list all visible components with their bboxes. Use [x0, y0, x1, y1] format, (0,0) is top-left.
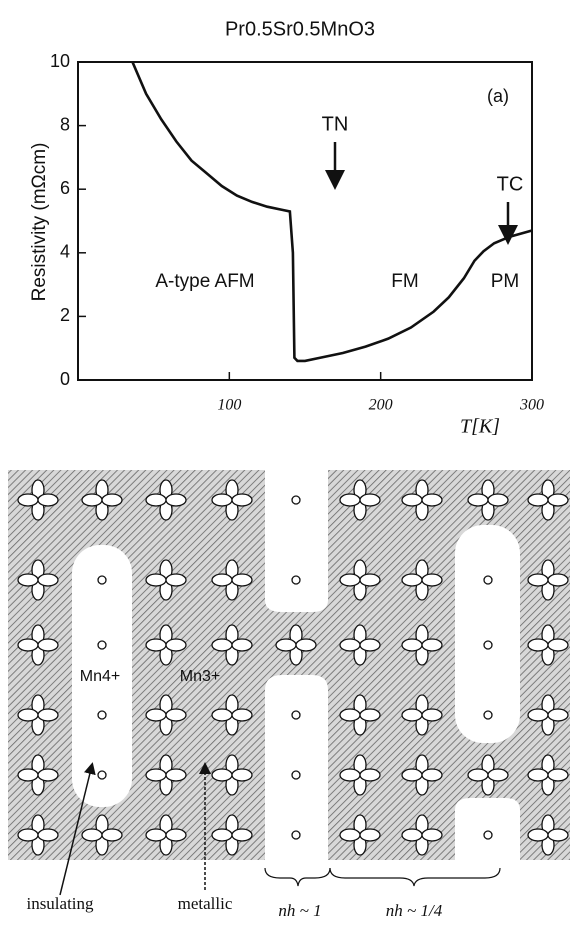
hole [291, 710, 301, 720]
arrow [59, 762, 96, 896]
hole [97, 575, 107, 585]
x-tick-label: 200 [369, 397, 393, 414]
label: Mn3+ [180, 668, 220, 685]
annotation: (a) [487, 86, 509, 106]
annotation: TC [497, 173, 524, 195]
brace [329, 867, 501, 887]
hole [483, 640, 493, 650]
y-tick-label: 8 [60, 114, 70, 134]
y-tick-label: 0 [60, 369, 70, 389]
hole [291, 830, 301, 840]
insulating-stripe [265, 470, 328, 612]
label: insulating [26, 894, 94, 913]
x-axis-label: T[K] [460, 416, 500, 438]
hole [291, 575, 301, 585]
label: nh ~ 1/4 [386, 901, 443, 920]
chart-title: Pr0.5Sr0.5MnO3 [225, 18, 375, 40]
hole [483, 575, 493, 585]
hole [483, 710, 493, 720]
hole [483, 830, 493, 840]
hole [97, 710, 107, 720]
x-tick-label: 300 [519, 397, 544, 414]
insulating-stripe [72, 545, 132, 807]
y-tick-label: 6 [60, 178, 70, 198]
y-axis-label: Resistivity (mΩcm) [29, 143, 50, 302]
label: metallic [178, 894, 233, 913]
label: Mn4+ [80, 668, 120, 685]
annotation: A-type AFM [155, 271, 254, 292]
hole [291, 770, 301, 780]
y-tick-label: 2 [60, 305, 70, 325]
data-line [131, 61, 533, 363]
hole [97, 640, 107, 650]
y-tick-label: 4 [60, 242, 70, 262]
y-tick-label: 10 [50, 51, 70, 71]
annotation: FM [391, 271, 418, 292]
x-tick-label: 100 [217, 397, 241, 414]
hole [97, 770, 107, 780]
annotation: PM [491, 271, 520, 292]
insulating-stripe [455, 525, 520, 743]
brace [264, 867, 331, 887]
annotation: TN [322, 113, 349, 135]
insulating-stripe [265, 675, 328, 860]
hole [291, 495, 301, 505]
label: nh ~ 1 [278, 901, 321, 920]
plot-frame [77, 61, 533, 381]
diagram: Mn4+ Mn3+ insulating metallic nh ~ 1 nh … [8, 470, 570, 920]
insulating-stripe [455, 798, 520, 860]
metallic-region [8, 470, 570, 860]
